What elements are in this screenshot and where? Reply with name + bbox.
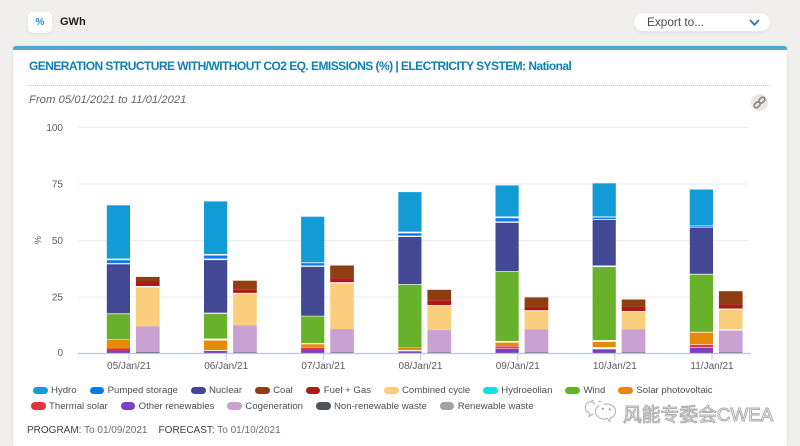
svg-text:0: 0 xyxy=(57,348,63,359)
svg-text:%: % xyxy=(33,236,43,244)
svg-text:25: 25 xyxy=(52,293,64,304)
svg-text:75: 75 xyxy=(52,180,64,191)
svg-text:07/Jan/21: 07/Jan/21 xyxy=(301,361,345,372)
svg-text:11/Jan/21: 11/Jan/21 xyxy=(690,361,734,372)
svg-text:10/Jan/21: 10/Jan/21 xyxy=(593,361,637,372)
svg-text:100: 100 xyxy=(46,123,63,134)
svg-text:05/Jan/21: 05/Jan/21 xyxy=(107,361,151,372)
svg-text:08/Jan/21: 08/Jan/21 xyxy=(399,361,443,372)
svg-text:09/Jan/21: 09/Jan/21 xyxy=(496,361,540,372)
svg-text:50: 50 xyxy=(52,236,64,247)
svg-text:06/Jan/21: 06/Jan/21 xyxy=(204,361,248,372)
